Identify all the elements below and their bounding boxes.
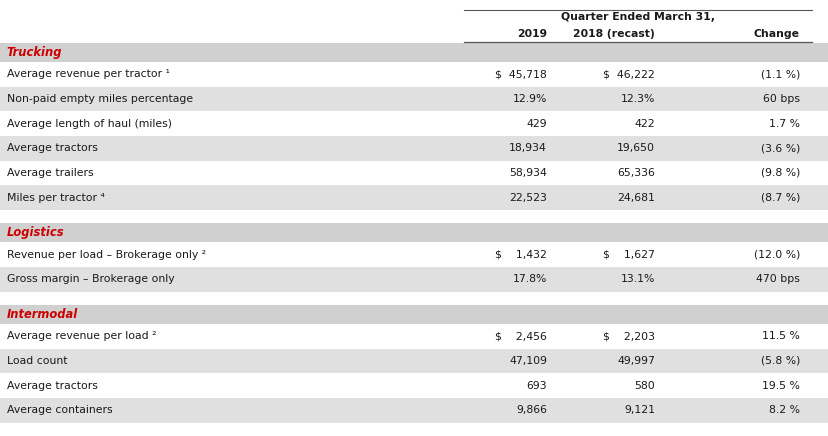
Text: 2018 (recast): 2018 (recast): [572, 29, 654, 39]
Text: 9,866: 9,866: [516, 405, 546, 416]
Bar: [0, 136, 828, 160]
Text: (12.0 %): (12.0 %): [753, 250, 799, 260]
Text: Average revenue per tractor ¹: Average revenue per tractor ¹: [7, 69, 169, 79]
Text: (9.8 %): (9.8 %): [760, 168, 799, 178]
Text: 12.3%: 12.3%: [620, 94, 654, 104]
Text: Average containers: Average containers: [7, 405, 112, 416]
Text: (1.1 %): (1.1 %): [760, 69, 799, 79]
Text: $    1,627: $ 1,627: [602, 250, 654, 260]
Text: $    2,203: $ 2,203: [602, 331, 654, 341]
Text: 9,121: 9,121: [623, 405, 654, 416]
Text: 2019: 2019: [517, 29, 546, 39]
Text: 693: 693: [526, 381, 546, 391]
Text: Average tractors: Average tractors: [7, 143, 98, 153]
Text: $    1,432: $ 1,432: [494, 250, 546, 260]
Text: 429: 429: [526, 119, 546, 129]
Bar: [0, 160, 828, 185]
Bar: [0, 305, 828, 324]
Text: Intermodal: Intermodal: [7, 308, 78, 321]
Bar: [0, 43, 828, 62]
Text: Quarter Ended March 31,: Quarter Ended March 31,: [561, 12, 715, 22]
Text: 19.5 %: 19.5 %: [761, 381, 799, 391]
Text: $  45,718: $ 45,718: [495, 69, 546, 79]
Text: 470 bps: 470 bps: [755, 274, 799, 284]
Text: 65,336: 65,336: [616, 168, 654, 178]
Text: 18,934: 18,934: [508, 143, 546, 153]
Text: Average tractors: Average tractors: [7, 381, 98, 391]
Bar: [0, 185, 828, 210]
Text: 12.9%: 12.9%: [513, 94, 546, 104]
Bar: [0, 292, 828, 305]
Text: Change: Change: [753, 29, 799, 39]
Bar: [0, 9, 828, 26]
Text: Load count: Load count: [7, 356, 67, 366]
Text: Average revenue per load ²: Average revenue per load ²: [7, 331, 156, 341]
Text: Gross margin – Brokerage only: Gross margin – Brokerage only: [7, 274, 174, 284]
Text: 1.7 %: 1.7 %: [768, 119, 799, 129]
Text: 47,109: 47,109: [508, 356, 546, 366]
Bar: [0, 423, 828, 436]
Bar: [0, 349, 828, 373]
Bar: [0, 373, 828, 398]
Text: 22,523: 22,523: [508, 193, 546, 203]
Bar: [0, 267, 828, 292]
Text: Miles per tractor ⁴: Miles per tractor ⁴: [7, 193, 104, 203]
Text: 13.1%: 13.1%: [620, 274, 654, 284]
Text: 24,681: 24,681: [616, 193, 654, 203]
Bar: [0, 210, 828, 223]
Bar: [0, 223, 828, 242]
Text: $  46,222: $ 46,222: [603, 69, 654, 79]
Text: (5.8 %): (5.8 %): [760, 356, 799, 366]
Text: Average trailers: Average trailers: [7, 168, 93, 178]
Text: 11.5 %: 11.5 %: [761, 331, 799, 341]
Bar: [0, 87, 828, 111]
Text: (8.7 %): (8.7 %): [760, 193, 799, 203]
Bar: [0, 324, 828, 349]
Text: Logistics: Logistics: [7, 226, 65, 239]
Bar: [0, 111, 828, 136]
Text: 49,997: 49,997: [616, 356, 654, 366]
Text: Trucking: Trucking: [7, 46, 62, 59]
Text: $    2,456: $ 2,456: [494, 331, 546, 341]
Text: Non-paid empty miles percentage: Non-paid empty miles percentage: [7, 94, 193, 104]
Text: (3.6 %): (3.6 %): [760, 143, 799, 153]
Bar: [0, 62, 828, 87]
Text: 58,934: 58,934: [508, 168, 546, 178]
Bar: [0, 398, 828, 423]
Text: Average length of haul (miles): Average length of haul (miles): [7, 119, 171, 129]
Bar: [0, 26, 828, 43]
Text: 19,650: 19,650: [616, 143, 654, 153]
Text: 17.8%: 17.8%: [513, 274, 546, 284]
Text: 60 bps: 60 bps: [762, 94, 799, 104]
Text: 422: 422: [633, 119, 654, 129]
Text: 8.2 %: 8.2 %: [768, 405, 799, 416]
Text: 580: 580: [633, 381, 654, 391]
Bar: [0, 242, 828, 267]
Text: Revenue per load – Brokerage only ²: Revenue per load – Brokerage only ²: [7, 250, 205, 260]
